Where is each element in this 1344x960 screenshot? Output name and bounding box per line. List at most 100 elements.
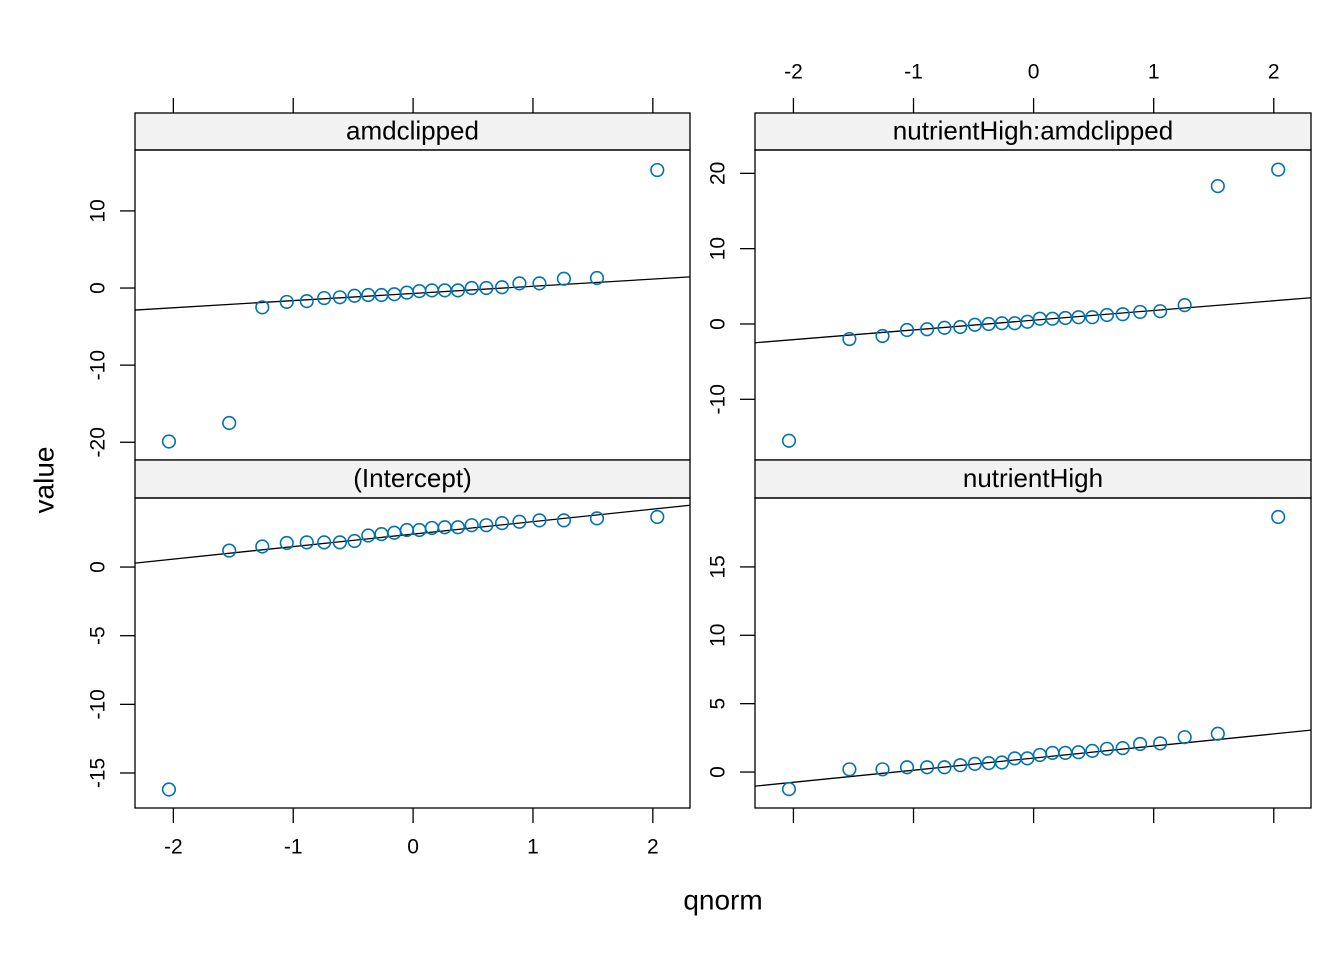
y-tick-label: -10	[87, 350, 110, 380]
point	[1115, 307, 1130, 322]
point	[650, 509, 665, 525]
point	[255, 539, 270, 554]
point	[532, 513, 547, 528]
point	[1177, 730, 1192, 745]
point	[1007, 751, 1022, 766]
point	[332, 290, 347, 305]
point	[1058, 745, 1073, 760]
point	[994, 755, 1009, 770]
point	[464, 518, 479, 533]
x-tick-label: -1	[284, 836, 303, 859]
point	[299, 294, 314, 309]
point	[479, 518, 494, 533]
point	[937, 760, 952, 775]
point	[1071, 310, 1086, 325]
point	[161, 434, 177, 449]
y-tick-label: 5	[707, 698, 730, 710]
y-tick-label: -10	[87, 689, 110, 719]
point	[781, 433, 797, 448]
point	[875, 328, 890, 344]
point	[222, 543, 237, 558]
x-tick-label: 0	[1028, 61, 1040, 84]
y-tick-label: 0	[707, 318, 730, 330]
y-tick-label: 0	[87, 561, 110, 573]
point	[317, 290, 332, 306]
point	[374, 527, 389, 542]
x-tick-label: 0	[407, 836, 419, 859]
point	[437, 520, 452, 535]
point	[479, 280, 494, 296]
point	[279, 294, 294, 310]
point	[953, 319, 968, 335]
point	[437, 283, 452, 298]
point	[1032, 747, 1047, 763]
point	[222, 415, 237, 431]
strip	[754, 459, 1312, 499]
point	[317, 535, 332, 550]
y-tick-label: -5	[87, 626, 110, 645]
x-axis-label: qnorm	[683, 884, 762, 915]
point	[556, 513, 571, 528]
point	[1085, 743, 1100, 758]
x-tick-label: -2	[164, 836, 183, 859]
point	[1210, 726, 1225, 741]
point	[412, 284, 427, 299]
strip-title: nutrientHigh	[963, 463, 1103, 493]
point	[512, 276, 527, 291]
point	[1271, 509, 1286, 525]
point	[494, 280, 510, 295]
y-tick-label: -15	[87, 758, 110, 788]
x-tick-label: -2	[784, 61, 803, 84]
point	[1271, 162, 1286, 177]
y-tick-label: 0	[707, 766, 730, 778]
point	[842, 762, 857, 777]
point	[255, 300, 270, 315]
point	[279, 535, 294, 551]
point	[875, 762, 890, 777]
point	[1085, 310, 1100, 325]
point	[424, 283, 440, 298]
y-tick-label: -20	[87, 427, 110, 457]
point	[332, 535, 347, 550]
x-tick-label: 1	[527, 836, 539, 859]
y-axis-label: value	[28, 447, 59, 514]
point	[347, 288, 362, 303]
point	[161, 782, 177, 797]
strip-title: (Intercept)	[353, 463, 472, 493]
y-tick-label: 10	[707, 624, 730, 647]
point	[1210, 179, 1225, 194]
point	[781, 782, 797, 797]
point	[589, 270, 605, 286]
point	[494, 516, 510, 531]
point	[464, 280, 479, 296]
point	[1153, 304, 1168, 319]
point	[1153, 736, 1168, 751]
point	[650, 162, 665, 178]
point	[589, 511, 605, 526]
point	[512, 514, 527, 529]
point	[953, 758, 968, 773]
point	[347, 533, 362, 549]
point	[1071, 745, 1086, 760]
point	[399, 285, 414, 300]
point	[1045, 745, 1060, 760]
point	[556, 271, 571, 286]
x-tick-label: -1	[904, 61, 923, 84]
y-tick-label: -10	[707, 384, 730, 414]
point	[899, 760, 915, 775]
x-tick-label: 2	[647, 836, 659, 859]
point	[1133, 304, 1148, 320]
point	[967, 317, 982, 332]
y-tick-label: 15	[707, 555, 730, 578]
y-tick-label: 0	[87, 282, 110, 294]
point	[387, 525, 402, 540]
point	[842, 331, 857, 347]
point	[899, 322, 915, 338]
strip	[134, 112, 691, 151]
point	[450, 283, 466, 298]
point	[412, 522, 427, 538]
point	[1099, 307, 1115, 323]
strip-title: nutrientHigh:amdclipped	[893, 115, 1173, 145]
point	[1007, 316, 1022, 331]
